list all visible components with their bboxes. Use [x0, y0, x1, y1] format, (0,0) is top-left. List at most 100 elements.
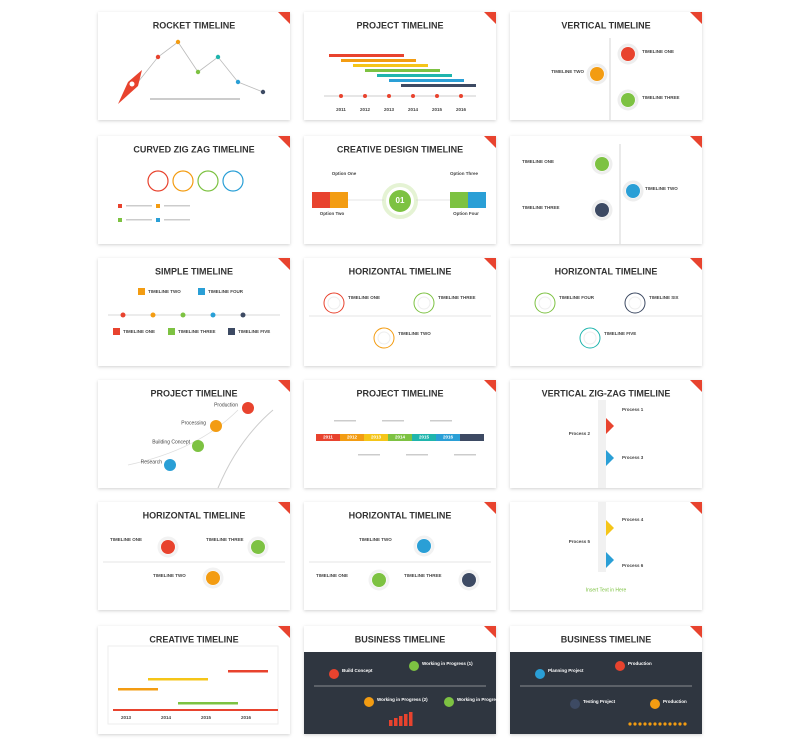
- slide-title: PROJECT TIMELINE: [150, 388, 237, 398]
- corner-tab: [690, 626, 702, 638]
- slide-label: Process 6: [622, 563, 644, 568]
- slide-label: 01: [396, 196, 405, 205]
- slide: PROJECT TIMELINE Production Processing Buil…: [98, 380, 290, 489]
- slide-card: [510, 12, 702, 120]
- slide: VERTICAL ZIG-ZAG TIMELINE Process 1 Proces…: [510, 380, 702, 488]
- slide: HORIZONTAL TIMELINE TIMELINE TWO TIMELINE …: [304, 502, 496, 610]
- arc: [217, 409, 274, 489]
- inner: [417, 296, 431, 310]
- ring: [617, 89, 639, 111]
- slide: VERTICAL TIMELINE TIMELINE ONE TIMELINE TW…: [510, 12, 702, 120]
- slide-label: 2016: [456, 107, 467, 112]
- icon: [626, 184, 640, 198]
- slide-label: Insert Text in Here: [586, 587, 627, 593]
- slide-title: ROCKET TIMELINE: [153, 20, 236, 30]
- slide-label: Process 1: [622, 407, 644, 412]
- slide-label: TIMELINE THREE: [642, 95, 680, 100]
- bar: [228, 670, 268, 673]
- slide-label: Testing Project: [583, 699, 616, 704]
- frame: [107, 645, 279, 725]
- text-line: [334, 420, 356, 422]
- dot: [363, 94, 367, 98]
- icon: [198, 288, 205, 295]
- person: [653, 722, 657, 726]
- inner: [538, 296, 552, 310]
- person: [633, 722, 637, 726]
- dot: [210, 312, 216, 318]
- dot: [260, 89, 266, 95]
- slide-label: Working in Progress (3): [457, 697, 508, 702]
- text-line: [126, 219, 152, 221]
- corner-tab: [484, 626, 496, 638]
- slide-label: TIMELINE THREE: [404, 573, 442, 578]
- inner: [583, 331, 597, 345]
- bar: [389, 79, 464, 82]
- icon: [113, 328, 120, 335]
- dot: [180, 312, 186, 318]
- person: [628, 722, 632, 726]
- segment: [340, 434, 364, 441]
- dot: [215, 54, 221, 60]
- person: [643, 722, 647, 726]
- slide-label: TIMELINE THREE: [206, 537, 244, 542]
- slide-label: TIMELINE ONE: [522, 159, 554, 164]
- slide-label: 2016: [443, 435, 454, 440]
- segment: [460, 434, 484, 441]
- slide: SIMPLE TIMELINE TIMELINE TWO TIMELINE FOUR…: [98, 258, 290, 366]
- slide-label: Working in Progress (2): [377, 697, 428, 702]
- corner-tab: [278, 136, 290, 148]
- ring: [624, 292, 646, 314]
- slide: CREATIVE TIMELINE 2013 2014 2015 2016: [98, 626, 290, 734]
- corner-tab: [690, 258, 702, 270]
- icon: [590, 67, 604, 81]
- person: [673, 722, 677, 726]
- slide-title: CREATIVE TIMELINE: [149, 634, 238, 644]
- corner-tab: [484, 380, 496, 392]
- slide-label: Research: [141, 459, 163, 465]
- person: [678, 722, 682, 726]
- slide-label: 2014: [408, 107, 419, 112]
- slide-label: TIMELINE SIX: [649, 295, 679, 300]
- segment: [316, 434, 340, 441]
- slide-title: BUSINESS TIMELINE: [355, 634, 446, 644]
- triangle: [606, 552, 614, 568]
- triangle: [606, 418, 614, 434]
- slide-label: 2016: [241, 715, 252, 720]
- slide-label: TIMELINE FIVE: [604, 331, 636, 336]
- dot: [459, 94, 463, 98]
- slide-label: Build Concept: [342, 668, 373, 673]
- icon: [168, 328, 175, 335]
- slide-label: Working in Progress (1): [422, 661, 473, 666]
- bar: [118, 688, 158, 691]
- slide-label: Option Four: [453, 211, 479, 216]
- corner-tab: [690, 136, 702, 148]
- strip: [598, 400, 606, 488]
- dot: [195, 69, 201, 75]
- ring: [172, 170, 194, 192]
- slide-label: 2012: [347, 435, 358, 440]
- slide-title: CURVED ZIG ZAG TIMELINE: [133, 144, 254, 154]
- slide-label: 2013: [371, 435, 382, 440]
- dot: [339, 94, 343, 98]
- slide-label: Production: [628, 661, 652, 666]
- slide-label: 2015: [419, 435, 430, 440]
- slide: HORIZONTAL TIMELINE TIMELINE ONE TIMELINE …: [98, 502, 290, 610]
- slide: TIMELINE ONE TIMELINE TWO TIMELINE THREE: [510, 136, 702, 244]
- bar: [389, 720, 393, 726]
- slide: HORIZONTAL TIMELINE TIMELINE FOUR TIMELINE…: [510, 258, 702, 366]
- square: [118, 218, 122, 222]
- slide-card: [304, 502, 496, 610]
- slide-card: [304, 258, 496, 366]
- slide-label: 2014: [395, 435, 406, 440]
- slide: Process 4 Process 5 Process 6 Insert Text i…: [510, 502, 702, 610]
- slide-label: Process 5: [569, 539, 591, 544]
- corner-tab: [690, 12, 702, 24]
- ring: [413, 292, 435, 314]
- slide-label: TIMELINE TWO: [359, 537, 392, 542]
- bar: [394, 718, 398, 726]
- ring: [617, 43, 639, 65]
- slide-title: CREATIVE DESIGN TIMELINE: [337, 144, 463, 154]
- box: [450, 192, 468, 208]
- icon: [409, 661, 419, 671]
- slide: BUSINESS TIMELINE Build Concept Working in…: [304, 626, 508, 734]
